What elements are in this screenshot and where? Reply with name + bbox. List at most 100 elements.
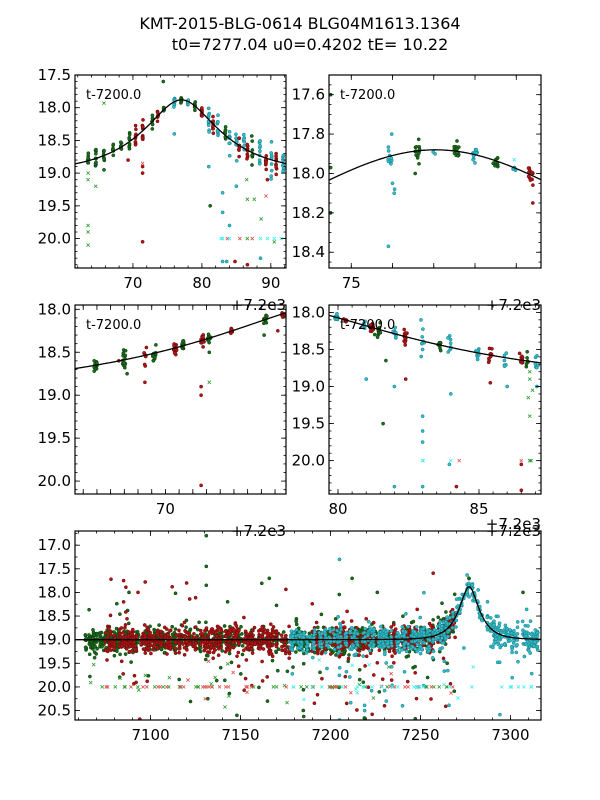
data-point-site-red: [151, 648, 156, 652]
data-point-site-cyan: [349, 626, 354, 630]
y-tick-label: 20.0: [292, 452, 325, 470]
flagged-point-site-green: [196, 685, 201, 689]
data-point-site-green: [229, 660, 234, 665]
data-point-site-cyan: [392, 484, 397, 489]
data-point-site-cyan: [258, 149, 262, 154]
flagged-point-site-cyan: [442, 682, 446, 687]
data-point-site-red: [530, 201, 535, 205]
data-point-site-cyan: [305, 647, 310, 652]
data-point-site-green: [328, 648, 333, 652]
flagged-point-site-green: [385, 685, 390, 689]
data-point-site-red: [267, 640, 272, 645]
flagged-point-site-cyan: [220, 236, 225, 241]
data-point-site-cyan: [402, 646, 407, 650]
data-point-site-red: [173, 650, 178, 655]
data-point-site-cyan: [447, 616, 452, 620]
data-point-site-green: [193, 100, 198, 104]
flagged-point-site-red: [105, 685, 110, 689]
data-point-site-cyan: [360, 325, 364, 330]
data-point-site-red: [159, 643, 163, 648]
flagged-point-site-cyan: [421, 458, 426, 463]
data-point-site-red: [140, 136, 145, 140]
data-point-site-red: [390, 654, 394, 659]
data-point-site-cyan: [216, 113, 220, 118]
data-point-site-cyan: [440, 636, 444, 640]
data-point-site-red: [185, 648, 189, 652]
data-point-site-red: [235, 631, 240, 635]
data-point-site-green: [222, 624, 227, 628]
data-point-site-green: [123, 348, 128, 353]
data-point-site-green: [198, 646, 203, 650]
data-point-site-cyan: [335, 311, 339, 316]
data-point-site-green: [372, 332, 377, 337]
data-point-site-cyan: [308, 635, 313, 640]
data-point-site-cyan: [418, 615, 423, 620]
data-point-site-cyan: [402, 669, 407, 674]
data-point-site-cyan: [227, 153, 232, 158]
data-point-site-red: [403, 340, 407, 344]
data-point-site-red: [173, 646, 178, 651]
data-point-site-cyan: [420, 440, 425, 444]
flagged-point-site-green: [100, 685, 105, 689]
data-point-site-cyan: [533, 355, 538, 360]
data-point-site-cyan: [441, 640, 446, 645]
y-tick-label: 18.5: [38, 343, 71, 361]
data-point-site-red: [265, 675, 270, 679]
data-point-site-red: [141, 124, 145, 129]
data-point-site-cyan: [502, 642, 507, 647]
data-point-site-cyan: [528, 651, 533, 655]
data-point-site-red: [124, 585, 128, 590]
data-point-site-red: [145, 679, 150, 684]
data-point-site-green: [239, 624, 243, 629]
flagged-point-site-green: [123, 685, 127, 689]
data-point-site-cyan: [447, 703, 451, 708]
flagged-point-site-green: [259, 217, 264, 221]
data-point-site-red: [143, 651, 148, 655]
data-point-site-green: [525, 356, 529, 360]
data-point-site-green: [438, 348, 443, 353]
data-point-site-red: [155, 119, 160, 124]
data-point-site-red: [134, 680, 138, 685]
data-point-site-cyan: [512, 628, 516, 633]
data-point-site-red: [227, 648, 232, 653]
flagged-point-site-green: [86, 171, 90, 176]
data-point-site-red: [241, 648, 246, 653]
data-point-site-cyan: [427, 644, 431, 649]
data-point-site-red: [274, 633, 279, 637]
data-point-site-cyan: [502, 358, 507, 363]
data-point-site-green: [294, 622, 299, 627]
data-point-site-red: [486, 360, 491, 365]
data-point-site-red: [134, 635, 139, 640]
data-point-site-red: [156, 646, 160, 651]
data-point-site-red: [169, 645, 173, 650]
data-point-site-cyan: [355, 642, 360, 647]
data-point-site-green: [86, 151, 91, 156]
data-point-site-cyan: [393, 325, 398, 330]
x-tick-label: 80: [328, 500, 347, 518]
data-point-site-green: [416, 151, 421, 155]
data-point-site-cyan: [450, 610, 455, 614]
data-point-site-cyan: [529, 671, 534, 676]
data-point-site-red: [174, 348, 179, 352]
data-point-site-cyan: [389, 161, 393, 166]
flagged-point-site-green: [299, 685, 304, 689]
data-point-site-red: [219, 645, 223, 650]
flagged-point-site-green: [386, 665, 391, 669]
data-point-site-red: [341, 620, 345, 625]
data-point-site-green: [112, 653, 117, 658]
data-point-site-green: [227, 651, 232, 656]
data-point-site-red: [389, 625, 394, 629]
data-point-site-red: [279, 633, 284, 638]
data-point-site-cyan: [351, 643, 356, 648]
data-point-site-cyan: [382, 652, 387, 657]
flagged-point-site-green: [143, 673, 148, 678]
y-tick-label: 19.0: [292, 378, 325, 396]
data-point-site-red: [244, 658, 249, 662]
data-point-site-cyan: [336, 645, 340, 650]
data-point-site-cyan: [258, 144, 263, 148]
data-point-site-cyan: [470, 582, 475, 587]
data-point-site-red: [177, 635, 181, 640]
data-point-site-red: [520, 354, 524, 359]
data-point-site-red: [170, 584, 175, 589]
data-point-site-red: [391, 622, 396, 627]
